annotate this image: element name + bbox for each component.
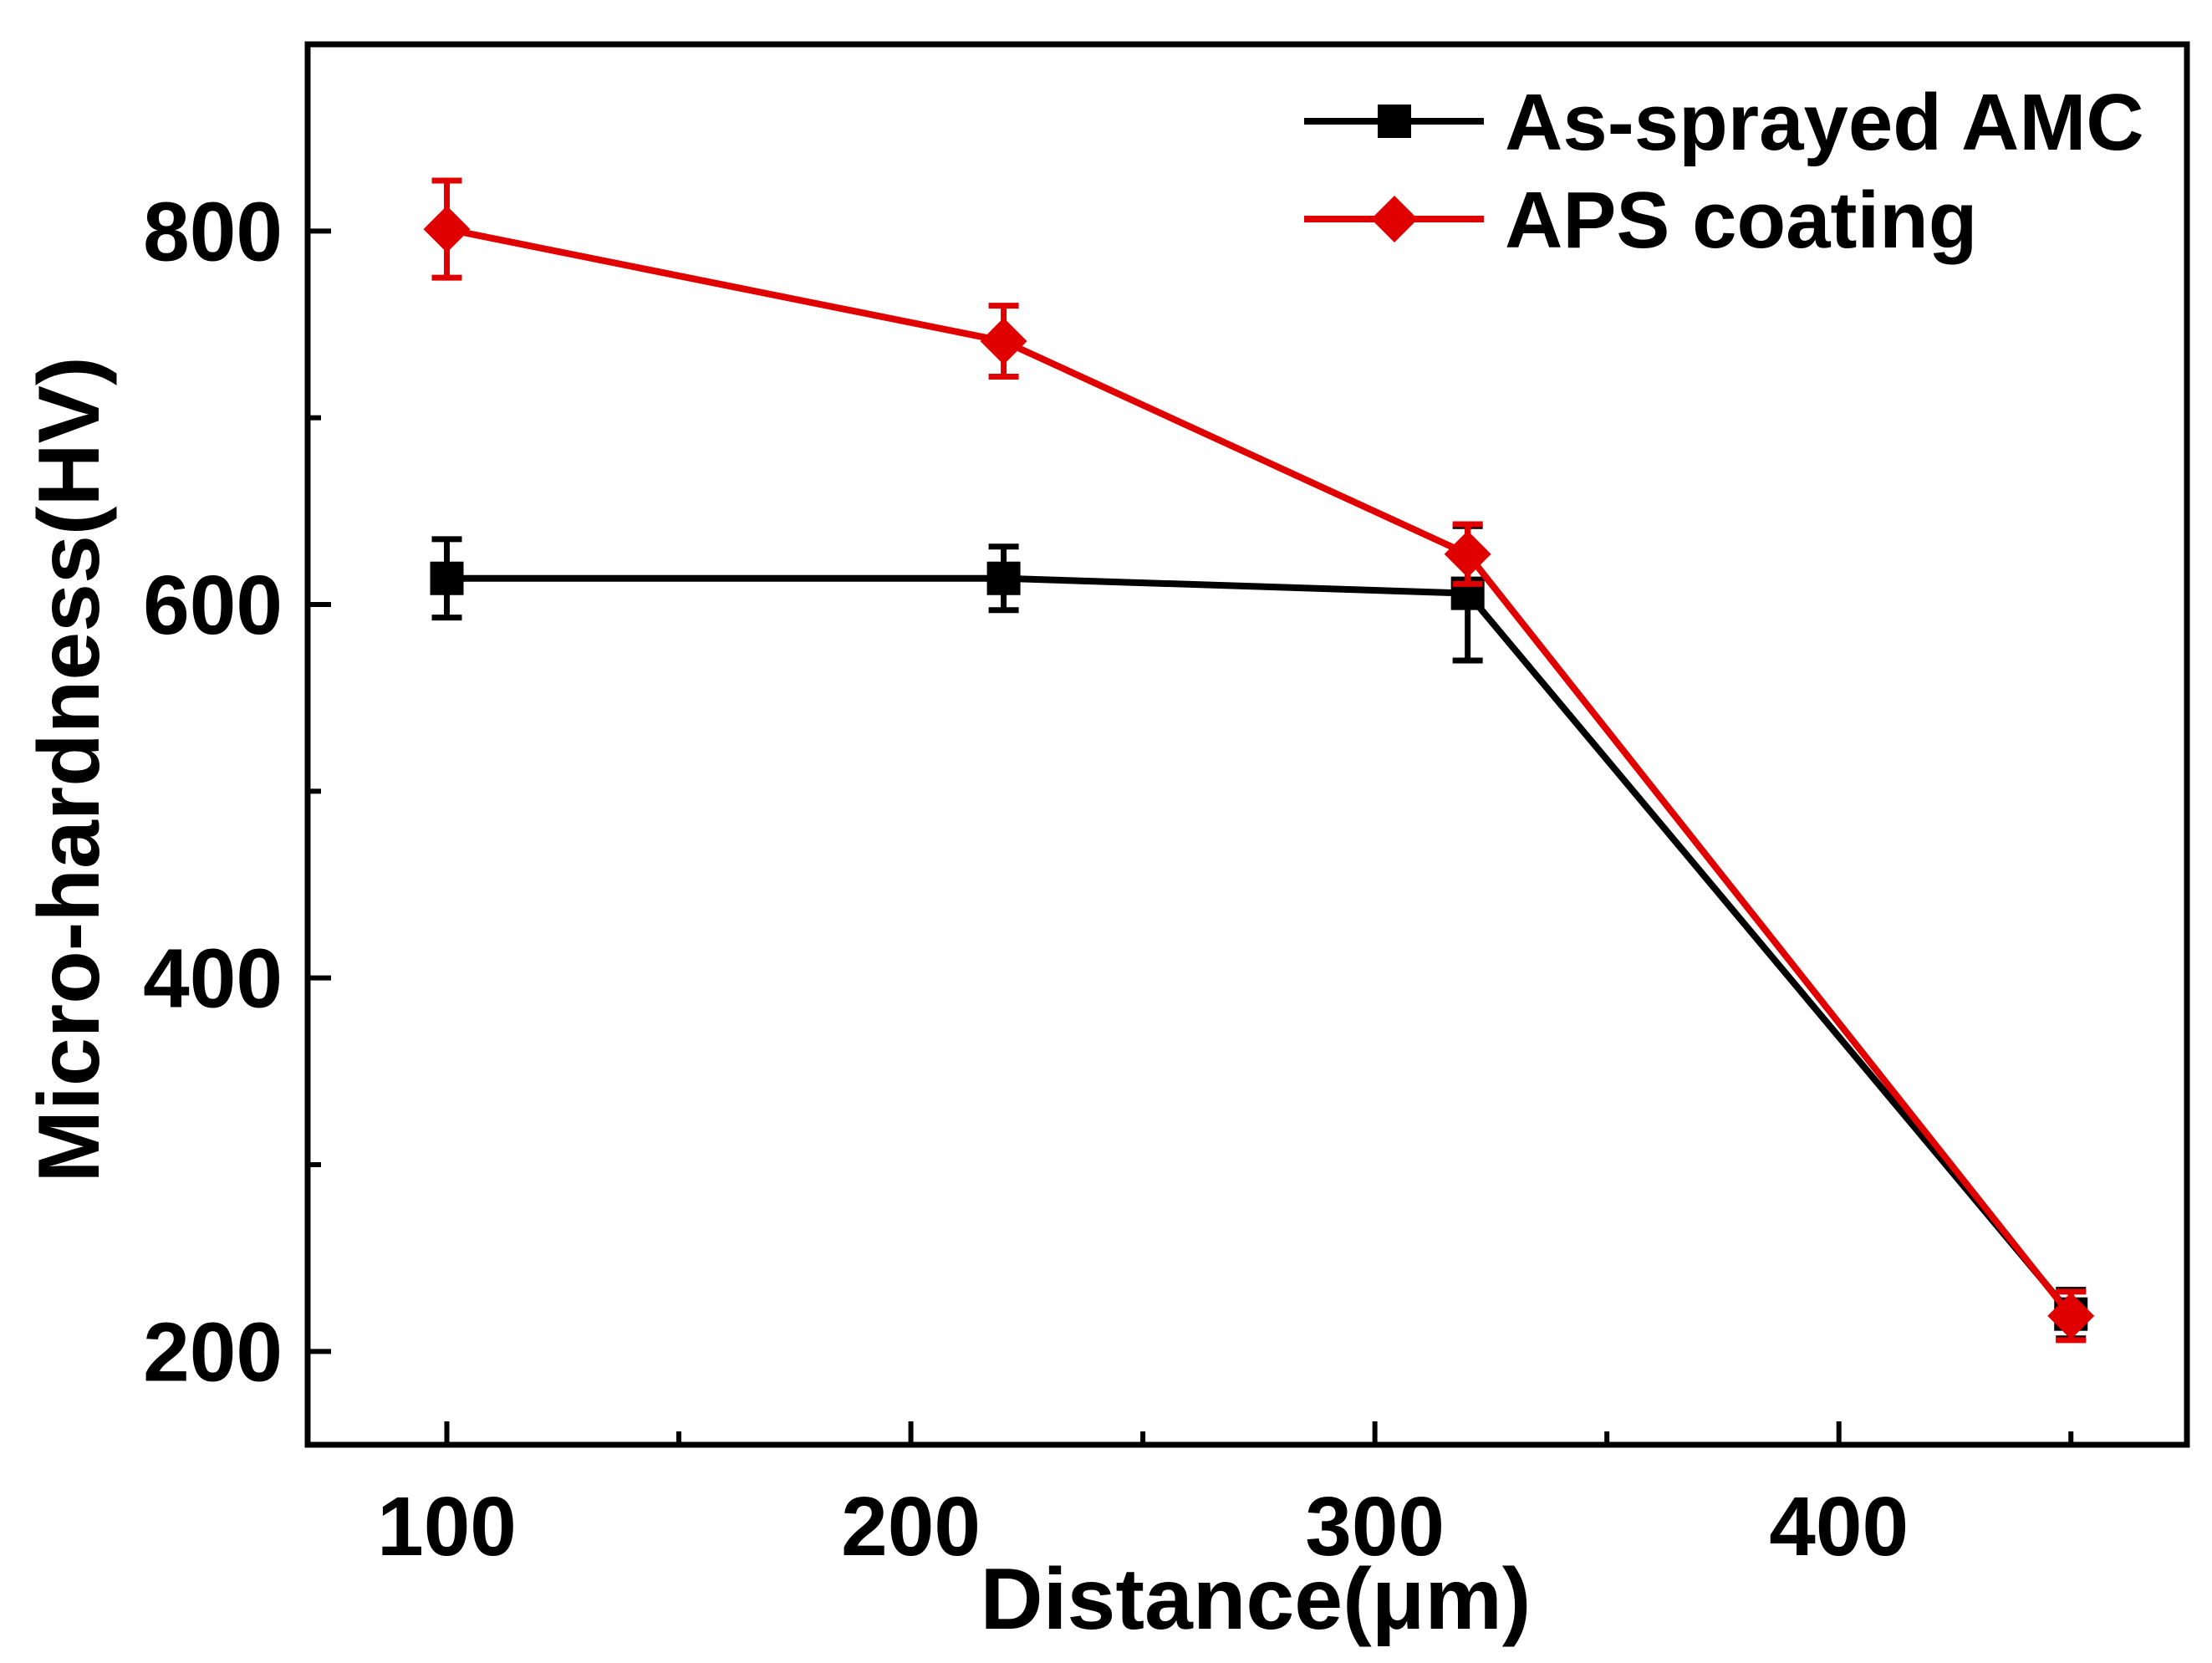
y-tick-label: 800 <box>143 185 283 278</box>
data-point <box>986 561 1021 595</box>
y-tick-label: 400 <box>143 932 283 1026</box>
y-axis-title: Micro-hardness(HV) <box>21 356 118 1182</box>
legend-marker-aps-coating <box>1371 196 1418 242</box>
data-point <box>2047 1292 2095 1339</box>
x-axis-title: Distance(μm) <box>981 1551 1532 1648</box>
legend-label-aps-coating: APS coating <box>1505 176 1977 265</box>
ticks-layer <box>308 228 2074 1445</box>
series-line <box>446 574 2074 1317</box>
y-tick-label: 600 <box>143 559 283 652</box>
series-aps-coating <box>423 177 2095 1344</box>
legend: As-sprayed AMC APS coating <box>1304 78 2144 265</box>
legend-label-as-sprayed-amc: As-sprayed AMC <box>1505 78 2144 167</box>
series-layer <box>423 177 2095 1344</box>
x-tick-label: 400 <box>1769 1480 1909 1574</box>
data-point <box>1444 530 1491 578</box>
x-tick-label: 100 <box>377 1480 517 1574</box>
legend-marker-as-sprayed-amc <box>1378 105 1411 138</box>
x-tick-label: 200 <box>841 1480 981 1574</box>
data-point <box>430 561 464 595</box>
plot-frame <box>304 41 2190 1448</box>
labels-layer: 100 200 300 400 200 400 600 800 <box>143 185 1909 1574</box>
data-point <box>423 206 471 253</box>
series-line <box>446 226 2074 1319</box>
x-tick-label: 300 <box>1305 1480 1445 1574</box>
y-tick-label: 200 <box>143 1305 283 1399</box>
data-point <box>980 318 1027 365</box>
